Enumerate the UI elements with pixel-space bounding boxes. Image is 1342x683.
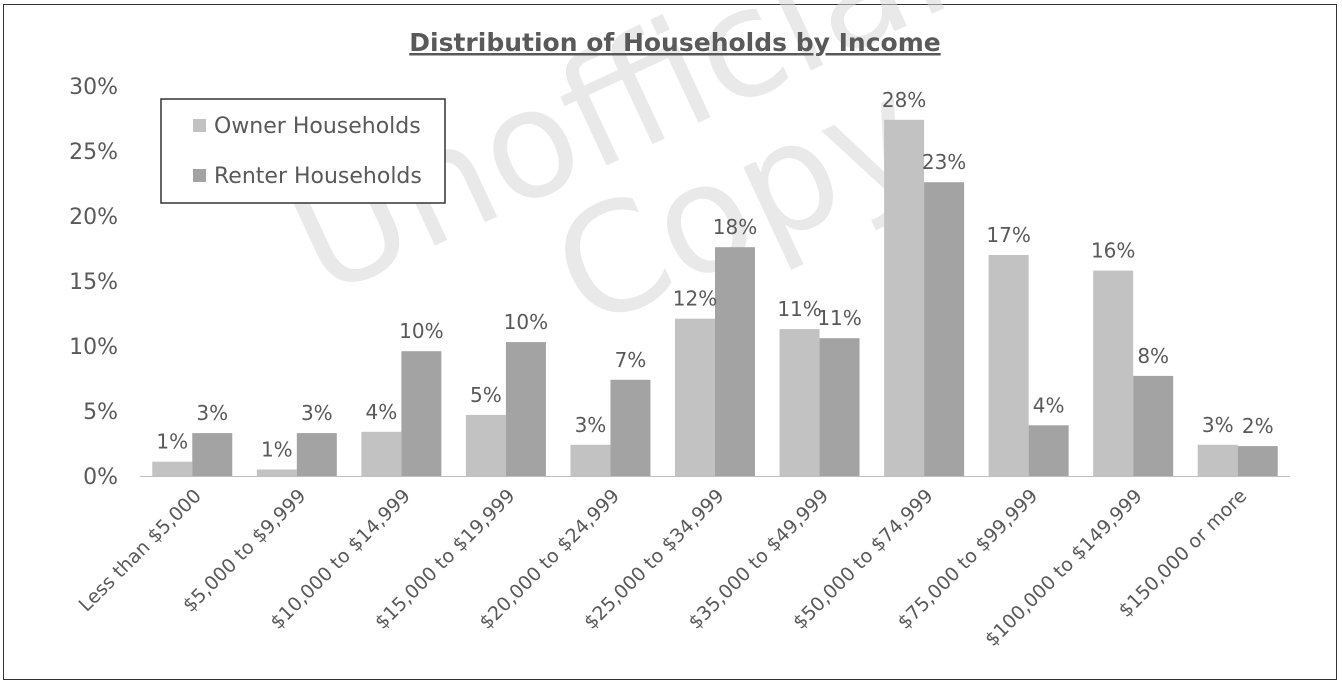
renter-bar bbox=[1133, 375, 1174, 476]
renter-bar bbox=[610, 379, 651, 476]
owner-bar bbox=[675, 318, 715, 476]
y-tick-label: 30% bbox=[69, 75, 118, 100]
renter-bar bbox=[1237, 446, 1278, 476]
legend-swatch-renter bbox=[193, 169, 206, 182]
renter-data-label: 10% bbox=[399, 319, 443, 343]
renter-data-label: 18% bbox=[713, 215, 757, 239]
renter-bar bbox=[401, 351, 442, 476]
owner-data-label: 4% bbox=[365, 400, 397, 424]
y-tick-label: 10% bbox=[69, 335, 118, 360]
renter-data-label: 2% bbox=[1242, 414, 1274, 438]
y-tick-label: 5% bbox=[83, 400, 118, 425]
renter-data-label: 3% bbox=[301, 401, 333, 425]
renter-data-label: 10% bbox=[504, 310, 548, 334]
bars bbox=[152, 119, 1278, 477]
owner-bar bbox=[152, 461, 193, 476]
owner-data-label: 11% bbox=[777, 297, 821, 321]
owner-bar bbox=[988, 255, 1029, 476]
owner-bar bbox=[361, 431, 402, 476]
renter-bar bbox=[715, 247, 755, 476]
x-axis-labels: Less than $5,000$5,000 to $9,999$10,000 … bbox=[75, 485, 1252, 651]
owner-data-label: 3% bbox=[575, 413, 607, 437]
renter-data-label: 11% bbox=[817, 306, 861, 330]
owner-data-label: 16% bbox=[1091, 239, 1135, 263]
owner-bar bbox=[570, 444, 611, 476]
owner-bar bbox=[884, 119, 925, 477]
owner-bar bbox=[256, 469, 297, 476]
renter-data-label: 7% bbox=[615, 348, 647, 372]
owner-bar bbox=[1093, 270, 1134, 476]
renter-data-label: 8% bbox=[1137, 344, 1169, 368]
renter-bar bbox=[924, 182, 965, 476]
data-labels: 1% 3% 1% 3% 4% 10% 5% 10% 3% 7% 12% 18% 11%11% 28% 23%… bbox=[156, 88, 1273, 462]
y-tick-label: 15% bbox=[69, 270, 118, 295]
owner-data-label: 1% bbox=[261, 438, 293, 462]
legend: Owner Households Renter Households bbox=[160, 98, 446, 204]
renter-bar bbox=[192, 433, 233, 476]
renter-bar bbox=[819, 338, 860, 476]
chart-title: Distribution of Households by Income bbox=[409, 28, 940, 57]
renter-data-label: 4% bbox=[1033, 393, 1065, 417]
legend-swatch-owner bbox=[193, 119, 206, 132]
renter-bar bbox=[296, 433, 337, 476]
legend-label-renter: Renter Households bbox=[214, 164, 422, 189]
owner-bar bbox=[1197, 444, 1238, 476]
renter-bar bbox=[505, 342, 546, 476]
y-tick-label: 25% bbox=[69, 140, 118, 165]
renter-bar bbox=[1028, 425, 1069, 476]
renter-data-label: 3% bbox=[196, 401, 228, 425]
owner-bar bbox=[779, 329, 820, 476]
renter-data-label: 23% bbox=[922, 150, 966, 174]
y-tick-label: 0% bbox=[83, 465, 118, 490]
owner-bar bbox=[465, 414, 506, 476]
legend-label-owner: Owner Households bbox=[214, 114, 421, 139]
owner-data-label: 3% bbox=[1202, 413, 1234, 437]
chart-frame bbox=[3, 4, 1337, 680]
owner-data-label: 17% bbox=[986, 223, 1030, 247]
owner-data-label: 28% bbox=[882, 88, 926, 112]
y-tick-label: 20% bbox=[69, 205, 118, 230]
y-axis: 0% 5% 10% 15% 20% 25% 30% bbox=[69, 75, 118, 490]
owner-data-label: 12% bbox=[673, 287, 717, 311]
owner-data-label: 1% bbox=[156, 430, 188, 454]
legend-box bbox=[160, 98, 446, 204]
owner-data-label: 5% bbox=[470, 383, 502, 407]
